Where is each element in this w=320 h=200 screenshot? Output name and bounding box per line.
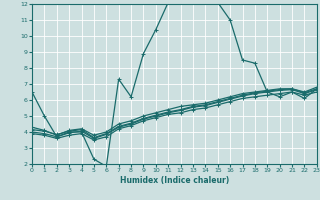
X-axis label: Humidex (Indice chaleur): Humidex (Indice chaleur) bbox=[120, 176, 229, 185]
